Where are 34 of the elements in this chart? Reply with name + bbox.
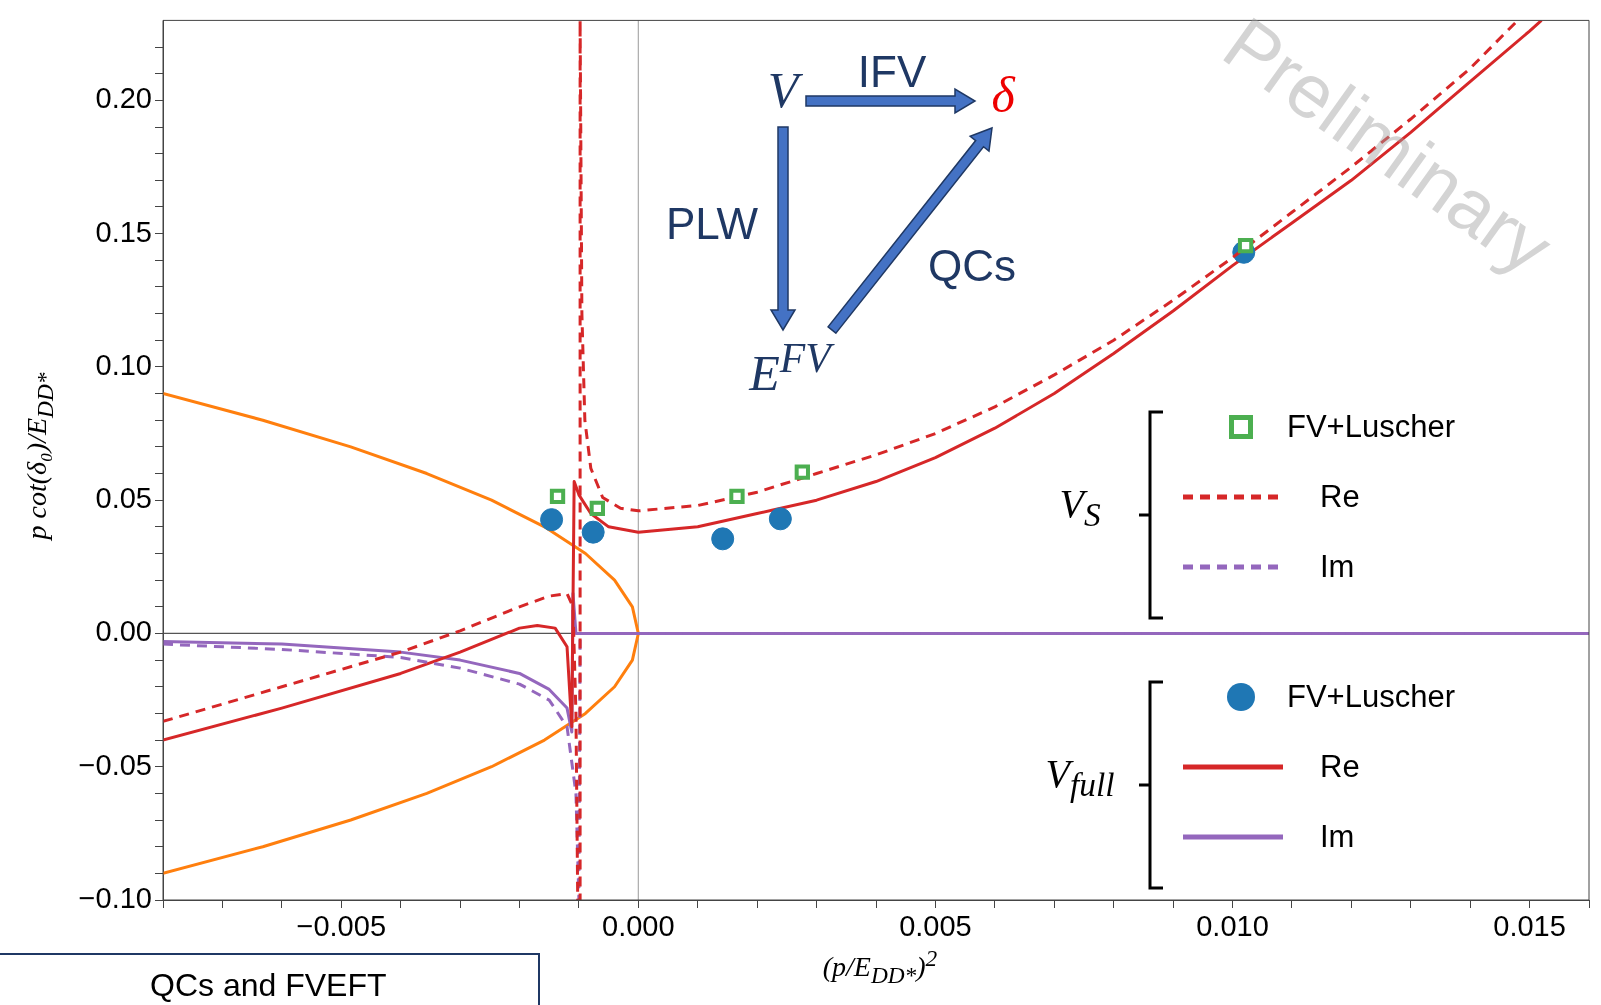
x-tick-label: −0.005 [296, 910, 387, 943]
legend-label: FV+Luscher [1287, 409, 1456, 445]
text: QCs and FVEFT [0, 953, 540, 1005]
x-tick-label: 0.000 [602, 910, 675, 943]
point [711, 527, 735, 551]
legend-label: Im [1320, 549, 1355, 585]
y-tick-label: −0.10 [78, 882, 152, 914]
y-tick-label: 0.05 [95, 482, 152, 515]
x-tick-label: 0.005 [899, 910, 972, 943]
annotation: V$_{S}$ [1059, 480, 1101, 534]
y-tick-label: 0.10 [95, 348, 152, 381]
point [589, 500, 605, 517]
x-axis-title: (p/E$_{DD*}$)$^{2}$ [822, 945, 938, 989]
annotation: QCs [928, 241, 1016, 291]
point [549, 488, 566, 505]
y-tick-label: 0.20 [95, 82, 152, 115]
point [768, 507, 792, 531]
annotation: PLW [665, 199, 759, 249]
annotation: V$_{full}$ [1045, 750, 1115, 804]
y-tick-label: 0.15 [95, 215, 152, 248]
legend-label: FV+Luscher [1287, 679, 1456, 715]
y-tick-label: −0.05 [78, 748, 152, 781]
x-tick-label: 0.010 [1196, 910, 1269, 943]
point [794, 464, 810, 480]
annotation: IFV [857, 47, 927, 97]
x-tick-label: 0.015 [1493, 910, 1566, 943]
annotation: δ [991, 66, 1015, 124]
point [540, 508, 564, 532]
y-tick-label: 0.00 [95, 615, 152, 648]
point [581, 520, 605, 544]
legend-label: Re [1320, 479, 1360, 515]
point [729, 488, 745, 505]
legend-label: Im [1320, 819, 1355, 855]
legend-label: Re [1320, 749, 1360, 785]
